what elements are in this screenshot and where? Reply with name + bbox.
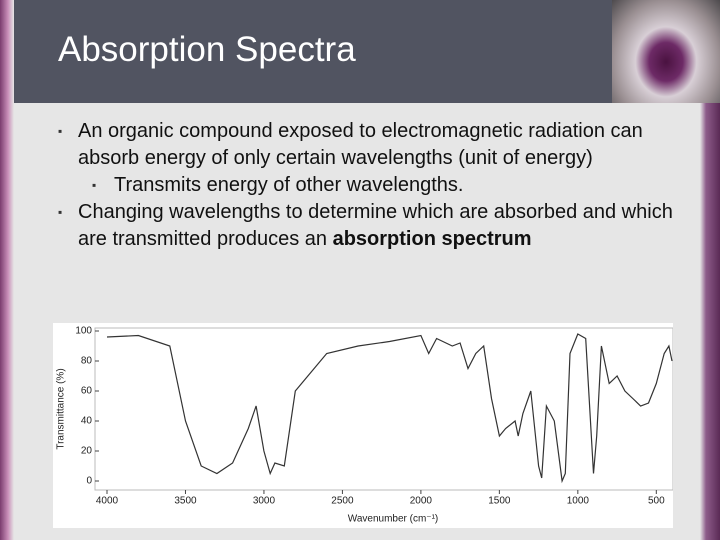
- x-tick-label: 1000: [567, 496, 590, 507]
- x-tick-label: 3500: [174, 496, 197, 507]
- plot-frame: [94, 327, 673, 491]
- bullet-text: Changing wavelengths to determine which …: [78, 201, 673, 250]
- bullet-text: An organic compound exposed to electroma…: [78, 120, 643, 169]
- y-axis-label: Transmittance (%): [56, 368, 67, 449]
- chart: Wavenumber (cm⁻¹) Transmittance (%) 0 20 4…: [53, 323, 673, 528]
- x-axis-label: Wavenumber (cm⁻¹): [348, 514, 438, 525]
- x-tick-label: 500: [648, 496, 665, 507]
- y-tick-label: 60: [81, 386, 93, 397]
- y-tick-label: 40: [81, 416, 93, 427]
- y-tick-label: 0: [86, 476, 92, 487]
- x-tick-label: 1500: [488, 496, 511, 507]
- bullet-list: An organic compound exposed to electroma…: [58, 118, 680, 253]
- bullet: Changing wavelengths to determine which …: [58, 199, 680, 253]
- x-tick-label: 3000: [253, 496, 276, 507]
- spectrum-line: [106, 333, 673, 484]
- x-tick-label: 4000: [96, 496, 119, 507]
- bullet-text: Transmits energy of other wavelengths.: [114, 174, 464, 196]
- bold-text: absorption spectrum: [332, 228, 532, 250]
- header-bar: Absorption Spectra: [14, 0, 612, 103]
- x-tick-label: 2500: [331, 496, 354, 507]
- decoration-image: [612, 0, 720, 103]
- slide-title: Absorption Spectra: [58, 30, 356, 69]
- sub-bullet: Transmits energy of other wavelengths.: [78, 172, 680, 199]
- y-tick-label: 80: [81, 356, 93, 367]
- y-tick-label: 20: [81, 446, 93, 457]
- x-tick-label: 2000: [410, 496, 433, 507]
- y-tick-label: 100: [75, 326, 92, 337]
- bullet: An organic compound exposed to electroma…: [58, 118, 680, 172]
